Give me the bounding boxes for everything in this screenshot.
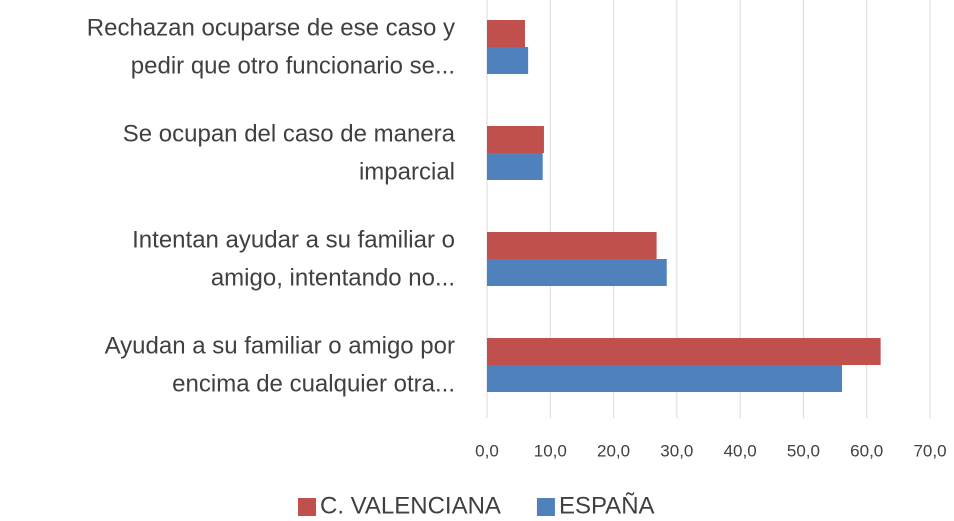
legend-swatch: [536, 498, 555, 516]
legend-swatch: [298, 498, 316, 516]
category-label: encima de cualquier otra...: [172, 370, 455, 397]
category-label: imparcial: [359, 158, 455, 185]
category-label: Ayudan a su familiar o amigo por: [105, 332, 455, 359]
x-tick-label: 50,0: [787, 441, 820, 460]
category-label: Se ocupan del caso de manera: [123, 120, 456, 147]
x-tick-label: 30,0: [660, 441, 693, 460]
x-tick-label: 20,0: [597, 441, 630, 460]
legend-label: C. VALENCIANA: [320, 492, 501, 519]
x-tick-label: 70,0: [913, 441, 946, 460]
bar: [487, 47, 529, 74]
x-tick-label: 10,0: [534, 441, 567, 460]
category-label: Rechazan ocuparse de ese caso y: [87, 14, 455, 41]
x-tick-label: 40,0: [724, 441, 757, 460]
bar: [487, 126, 544, 153]
bar: [487, 232, 657, 259]
bar: [487, 153, 543, 180]
bar: [487, 338, 881, 365]
x-tick-label: 0,0: [475, 441, 499, 460]
category-label: Intentan ayudar a su familiar o: [132, 226, 455, 253]
category-label: amigo, intentando no...: [211, 264, 455, 291]
legend-label: ESPAÑA: [559, 492, 655, 519]
category-label: pedir que otro funcionario se...: [131, 52, 455, 79]
bar: [487, 20, 525, 47]
bar: [487, 365, 843, 392]
bar: [487, 259, 667, 286]
x-tick-label: 60,0: [850, 441, 883, 460]
